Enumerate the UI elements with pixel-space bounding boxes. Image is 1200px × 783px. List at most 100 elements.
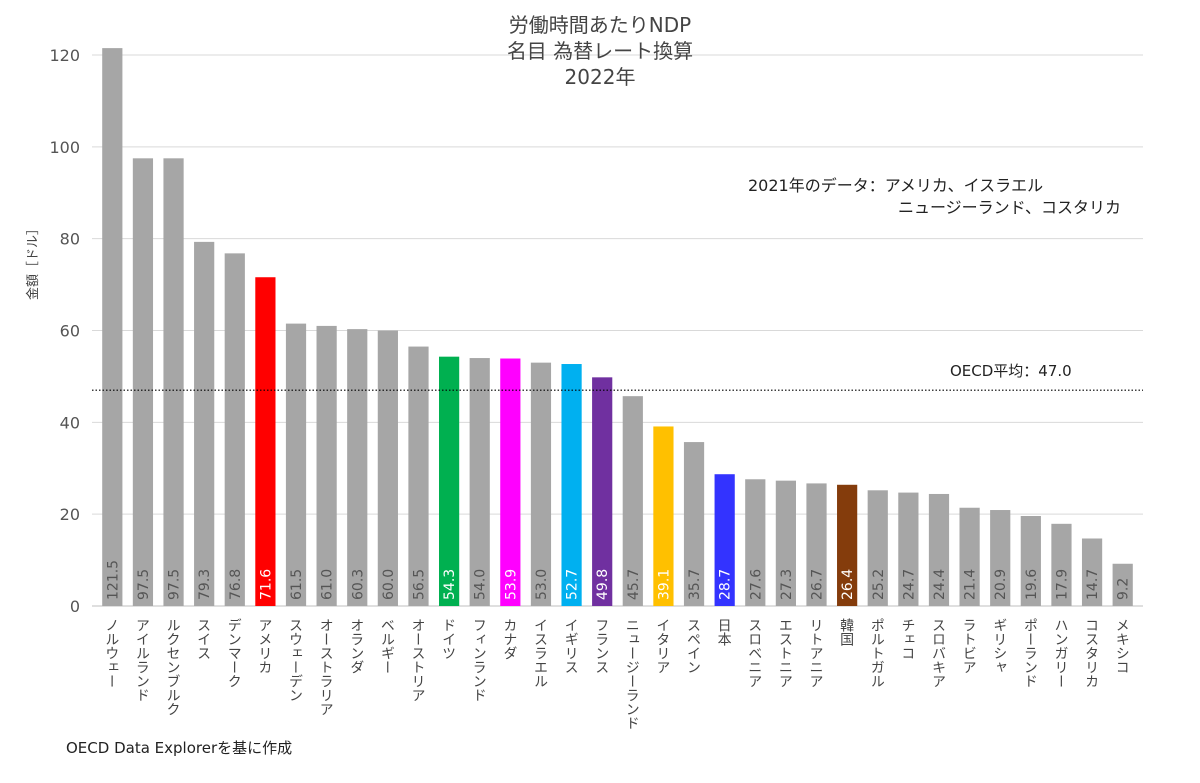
x-tick-label: スロベニア [746,618,762,688]
data-label: 28.7 [718,569,734,600]
x-tick-label: エストニア [777,618,793,688]
data-label: 97.5 [136,569,152,600]
data-label: 21.4 [963,569,979,600]
bar [316,325,337,606]
annotation-line-2: ニュージーランド、コスタリカ [898,198,1122,217]
data-label: 76.8 [228,569,244,600]
bar [867,490,888,606]
data-label: 35.7 [687,569,703,600]
x-tick-label: アイルランド [134,618,150,702]
bar [1051,523,1072,606]
bar [990,510,1011,606]
data-label: 56.5 [411,569,427,600]
bar [653,426,674,606]
data-label: 54.3 [442,569,458,600]
data-label: 61.5 [289,569,305,600]
x-tick-label: メキシコ [1114,618,1130,674]
title-line-1: 労働時間あたりNDP [508,13,692,37]
x-tick-label: ポルトガル [869,618,885,688]
data-label: 39.1 [656,569,672,600]
y-tick-label: 120 [49,46,80,65]
source-note: OECD Data Explorerを基に作成 [66,739,293,757]
y-tick-label: 20 [60,505,80,524]
x-tick-label: コスタリカ [1083,618,1099,688]
annotation-line-1: 2021年のデータ：アメリカ、イスラエル [748,176,1044,195]
title-line-3: 2022年 [564,65,636,89]
x-tick-label: 日本 [716,618,732,646]
bar [408,346,429,606]
x-tick-label: ノルウェー [103,618,119,688]
bar [837,484,858,606]
x-tick-label: ポーランド [1022,618,1038,688]
x-tick-label: ベルギー [379,618,395,674]
x-tick-label: カナダ [501,618,517,660]
x-tick-label: リトアニア [808,618,824,688]
data-label: 60.3 [350,569,366,600]
x-tick-label: イギリス [563,618,579,674]
data-label: 19.6 [1024,569,1040,600]
chart-title: 労働時間あたりNDP 名目 為替レート換算 2022年 [300,12,900,90]
data-label: 26.7 [810,569,826,600]
x-tick-label: オーストラリア [318,618,334,716]
bar [530,362,552,606]
bar [132,158,154,606]
x-tick-label: 韓国 [838,618,854,646]
x-tick-label: ドイツ [440,618,456,660]
title-line-2: 名目 為替レート換算 [506,39,694,63]
bar [1081,538,1103,606]
bar [592,377,613,606]
bar [469,358,490,606]
bar [1112,563,1133,606]
bar [102,48,123,607]
data-label: 53.9 [503,569,519,600]
bar [714,474,735,606]
bar [622,396,643,606]
data-label: 97.5 [167,569,183,600]
y-tick-label: 0 [70,597,80,616]
bar [438,356,460,606]
x-tick-label: スウェーデン [287,618,303,702]
bar [377,330,398,606]
bar [683,442,705,606]
data-label: 49.8 [595,569,611,600]
bar [347,329,368,606]
x-tick-label: イスラエル [532,618,548,688]
x-tick-label: ラトビア [961,618,977,674]
data-label: 24.7 [901,569,917,600]
data-label: 79.3 [197,569,213,600]
bar [163,158,184,606]
bar [775,480,797,606]
data-label: 121.5 [105,560,121,600]
x-tick-label: スペイン [685,618,701,674]
bar [285,323,307,606]
x-tick-label: スイス [195,618,211,660]
data-label: 27.6 [748,569,764,600]
bar [928,493,950,606]
x-tick-label: オランダ [348,618,364,674]
bar [194,241,215,606]
bar [500,358,521,606]
x-tick-label: ギリシャ [991,618,1007,674]
y-tick-label: 80 [60,230,80,249]
data-label: 9.2 [1116,578,1132,600]
data-label: 60.0 [381,569,397,600]
y-axis-label: 金額［ドル］ [26,221,41,300]
bar [898,492,919,606]
x-tick-label: ルクセンブルク [165,618,181,716]
bar [224,253,245,607]
bar [959,507,980,606]
bar [745,479,766,606]
y-tick-label: 40 [60,413,80,432]
y-tick-label: 60 [60,322,80,341]
data-label: 14.7 [1085,569,1101,600]
x-tick-label: ニュージーランド [624,618,640,730]
data-label: 26.4 [840,569,856,600]
data-label: 17.9 [1054,569,1070,600]
x-tick-label: ハンガリー [1052,618,1068,688]
x-tick-label: スロバキア [930,618,946,688]
data-label: 52.7 [565,569,581,600]
x-tick-label: フィンランド [471,618,487,702]
bar [1020,516,1041,606]
data-label: 27.3 [779,569,795,600]
data-label: 61.0 [320,569,336,600]
